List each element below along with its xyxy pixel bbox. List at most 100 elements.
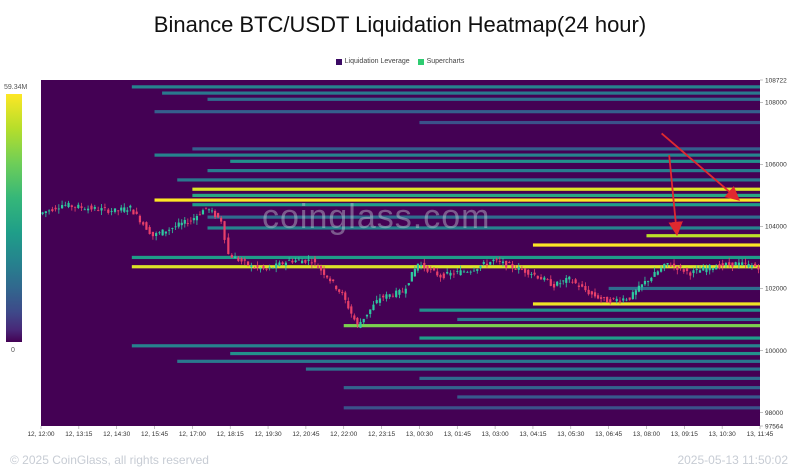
price-candle — [123, 207, 126, 212]
liquidation-band-17 — [532, 243, 760, 247]
price-candle — [590, 291, 593, 295]
price-candle — [439, 274, 442, 278]
legend-label-liquidation-leverage: Liquidation Leverage — [344, 58, 410, 65]
price-candle — [307, 259, 310, 261]
liquidation-band-29 — [305, 367, 760, 371]
liquidation-band-20 — [608, 286, 760, 291]
price-candle — [640, 284, 644, 288]
liquidation-band-19 — [131, 265, 761, 269]
price-candle — [353, 315, 356, 320]
price-candle — [426, 266, 429, 272]
price-candle — [452, 273, 455, 275]
price-candle — [659, 268, 663, 272]
x-tick-label: 13, 10:30 — [709, 431, 736, 438]
price-candle — [599, 297, 603, 299]
price-candle — [256, 265, 259, 268]
price-candle — [692, 270, 695, 274]
price-candle — [365, 314, 369, 317]
price-candle — [508, 262, 511, 264]
price-candle — [110, 211, 113, 212]
price-candle — [757, 266, 760, 270]
price-candle — [731, 262, 734, 267]
price-candle — [341, 291, 344, 293]
liquidation-band-28 — [177, 359, 761, 363]
price-candle — [220, 217, 223, 222]
price-candle — [230, 254, 233, 258]
liquidation-band-11 — [192, 193, 761, 198]
liquidation-band-2 — [207, 97, 761, 101]
price-candle — [148, 227, 151, 235]
price-candle — [556, 281, 559, 286]
price-candle — [350, 306, 353, 314]
price-candle — [442, 273, 445, 279]
price-candle — [83, 209, 86, 211]
price-candle — [213, 210, 217, 218]
price-candle — [319, 266, 323, 271]
price-candle — [275, 263, 278, 268]
legend-item-liquidation-leverage[interactable]: Liquidation Leverage — [335, 58, 410, 65]
liquidation-band-10 — [192, 187, 761, 191]
liquidation-band-18 — [131, 255, 761, 260]
x-tick-label: 13, 06:45 — [595, 431, 622, 438]
footer-timestamp: 2025-05-13 11:50:02 — [677, 453, 788, 467]
price-candle — [549, 279, 552, 286]
footer-copyright: © 2025 CoinGlass, all rights reserved — [10, 453, 209, 467]
price-candle — [517, 266, 520, 270]
liquidation-band-8 — [207, 169, 761, 173]
price-candle — [64, 204, 67, 206]
price-candle — [237, 257, 240, 261]
annotation-arrow-0 — [661, 132, 741, 201]
price-candle — [145, 222, 148, 230]
price-candle — [559, 283, 562, 285]
x-tick-label: 13, 08:00 — [633, 431, 660, 438]
price-candle — [656, 271, 659, 275]
price-candle — [410, 272, 413, 282]
price-candle — [718, 264, 721, 269]
liquidation-band-7 — [230, 159, 761, 163]
price-candle — [335, 285, 338, 290]
price-candle — [747, 264, 750, 268]
price-candle — [67, 202, 70, 208]
price-candle — [388, 294, 391, 297]
price-candle — [446, 271, 449, 274]
price-candle — [97, 210, 100, 211]
price-candle — [103, 207, 107, 208]
price-candle — [284, 262, 287, 266]
price-candle — [492, 259, 495, 262]
plot-background — [41, 80, 760, 426]
price-candle — [391, 295, 395, 297]
price-candle — [259, 268, 262, 270]
price-candle — [41, 212, 44, 215]
price-candle — [291, 260, 294, 263]
price-candle — [378, 298, 382, 303]
price-candle — [587, 289, 590, 295]
price-candle — [268, 267, 271, 269]
liquidation-band-4 — [419, 120, 760, 125]
y-tick-label: 108000 — [765, 100, 787, 107]
price-candle — [705, 268, 708, 273]
price-candle — [724, 263, 728, 266]
price-candle — [265, 268, 268, 270]
price-candle — [294, 260, 297, 262]
price-candle — [51, 209, 54, 212]
price-candle — [682, 269, 685, 272]
price-candle — [565, 277, 568, 283]
x-tick-label: 13, 03:00 — [482, 431, 509, 438]
price-candle — [207, 209, 211, 211]
price-candle — [689, 272, 692, 276]
price-candle — [93, 206, 96, 209]
price-candle — [48, 210, 51, 212]
liquidation-band-30 — [419, 376, 760, 380]
price-candle — [347, 301, 350, 309]
price-candle — [615, 298, 618, 302]
legend-swatch-liquidation-leverage — [335, 58, 342, 65]
price-candle — [201, 210, 205, 215]
price-candle — [278, 262, 281, 267]
y-tick-label: 97564 — [765, 423, 783, 430]
legend-item-supercharts[interactable]: Supercharts — [417, 58, 464, 65]
liquidation-band-6 — [154, 153, 761, 157]
liquidation-band-26 — [131, 344, 761, 348]
price-candle — [223, 221, 226, 240]
price-candle — [744, 262, 747, 264]
